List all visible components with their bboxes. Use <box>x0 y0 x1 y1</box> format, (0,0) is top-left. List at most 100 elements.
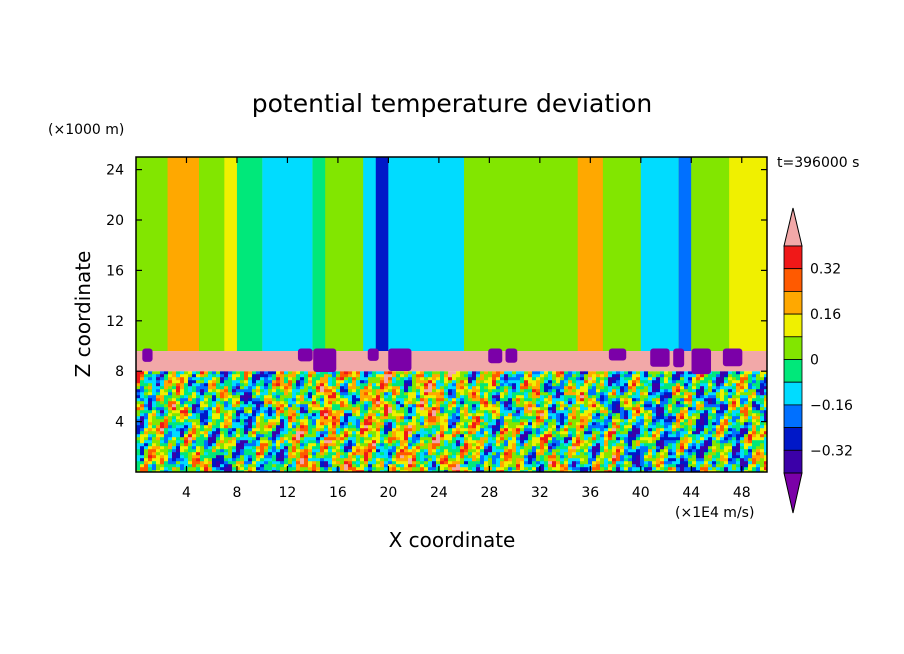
eddy-cell <box>332 380 337 384</box>
eddy-cell <box>688 416 693 420</box>
eddy-cell <box>588 446 593 450</box>
eddy-cell <box>592 413 597 417</box>
eddy-cell <box>516 407 521 411</box>
eddy-cell <box>636 437 641 441</box>
eddy-cell <box>716 449 721 453</box>
eddy-cell <box>408 416 413 420</box>
eddy-cell <box>424 413 429 417</box>
eddy-cell <box>564 371 569 375</box>
eddy-cell <box>248 398 253 402</box>
eddy-cell <box>384 413 389 417</box>
eddy-cell <box>200 380 205 384</box>
eddy-cell <box>404 455 409 459</box>
eddy-cell <box>596 380 601 384</box>
eddy-cell <box>712 401 717 405</box>
eddy-cell <box>660 404 665 408</box>
eddy-cell <box>612 431 617 435</box>
eddy-cell <box>360 470 365 472</box>
eddy-cell <box>712 410 717 414</box>
eddy-cell <box>292 386 297 390</box>
eddy-cell <box>400 452 405 456</box>
eddy-cell <box>168 470 173 472</box>
eddy-cell <box>484 389 489 393</box>
eddy-cell <box>500 455 505 459</box>
eddy-cell <box>292 440 297 444</box>
eddy-cell <box>280 443 285 447</box>
eddy-cell <box>144 443 149 447</box>
eddy-cell <box>712 392 717 396</box>
eddy-cell <box>268 425 273 429</box>
eddy-cell <box>476 467 481 471</box>
eddy-cell <box>688 458 693 462</box>
eddy-cell <box>556 413 561 417</box>
eddy-cell <box>364 443 369 447</box>
eddy-cell <box>368 407 373 411</box>
eddy-cell <box>232 422 237 426</box>
eddy-cell <box>320 404 325 408</box>
eddy-cell <box>552 374 557 378</box>
eddy-cell <box>380 452 385 456</box>
eddy-cell <box>572 443 577 447</box>
eddy-cell <box>372 395 377 399</box>
eddy-cell <box>488 371 493 375</box>
eddy-cell <box>580 467 585 471</box>
eddy-cell <box>500 407 505 411</box>
eddy-cell <box>696 410 701 414</box>
eddy-cell <box>628 410 633 414</box>
eddy-cell <box>592 434 597 438</box>
eddy-cell <box>676 407 681 411</box>
eddy-cell <box>468 446 473 450</box>
eddy-cell <box>408 437 413 441</box>
eddy-cell <box>404 404 409 408</box>
eddy-cell <box>340 431 345 435</box>
eddy-cell <box>184 452 189 456</box>
eddy-cell <box>552 437 557 441</box>
eddy-cell <box>136 377 141 381</box>
eddy-cell <box>176 470 181 472</box>
eddy-cell <box>148 383 153 387</box>
eddy-cell <box>536 461 541 465</box>
eddy-cell <box>284 434 289 438</box>
eddy-cell <box>380 461 385 465</box>
eddy-cell <box>408 467 413 471</box>
eddy-cell <box>676 404 681 408</box>
eddy-cell <box>700 419 705 423</box>
eddy-cell <box>168 407 173 411</box>
eddy-cell <box>276 392 281 396</box>
eddy-cell <box>652 446 657 450</box>
eddy-cell <box>416 464 421 468</box>
eddy-cell <box>388 398 393 402</box>
eddy-cell <box>408 395 413 399</box>
eddy-cell <box>708 395 713 399</box>
eddy-cell <box>252 389 257 393</box>
eddy-cell <box>412 425 417 429</box>
eddy-cell <box>404 407 409 411</box>
eddy-cell <box>152 395 157 399</box>
eddy-cell <box>708 422 713 426</box>
eddy-cell <box>664 413 669 417</box>
eddy-cell <box>436 401 441 405</box>
eddy-cell <box>212 443 217 447</box>
eddy-cell <box>136 413 141 417</box>
eddy-cell <box>440 440 445 444</box>
eddy-cell <box>360 401 365 405</box>
eddy-cell <box>596 404 601 408</box>
eddy-cell <box>540 428 545 432</box>
eddy-cell <box>320 458 325 462</box>
eddy-cell <box>440 431 445 435</box>
eddy-cell <box>328 404 333 408</box>
eddy-cell <box>648 383 653 387</box>
eddy-cell <box>224 401 229 405</box>
eddy-cell <box>604 407 609 411</box>
eddy-cell <box>708 434 713 438</box>
eddy-cell <box>180 413 185 417</box>
eddy-cell <box>236 458 241 462</box>
eddy-cell <box>452 398 457 402</box>
eddy-cell <box>256 419 261 423</box>
eddy-cell <box>464 458 469 462</box>
eddy-cell <box>400 458 405 462</box>
eddy-cell <box>304 458 309 462</box>
eddy-cell <box>176 386 181 390</box>
eddy-cell <box>176 413 181 417</box>
eddy-cell <box>172 422 177 426</box>
